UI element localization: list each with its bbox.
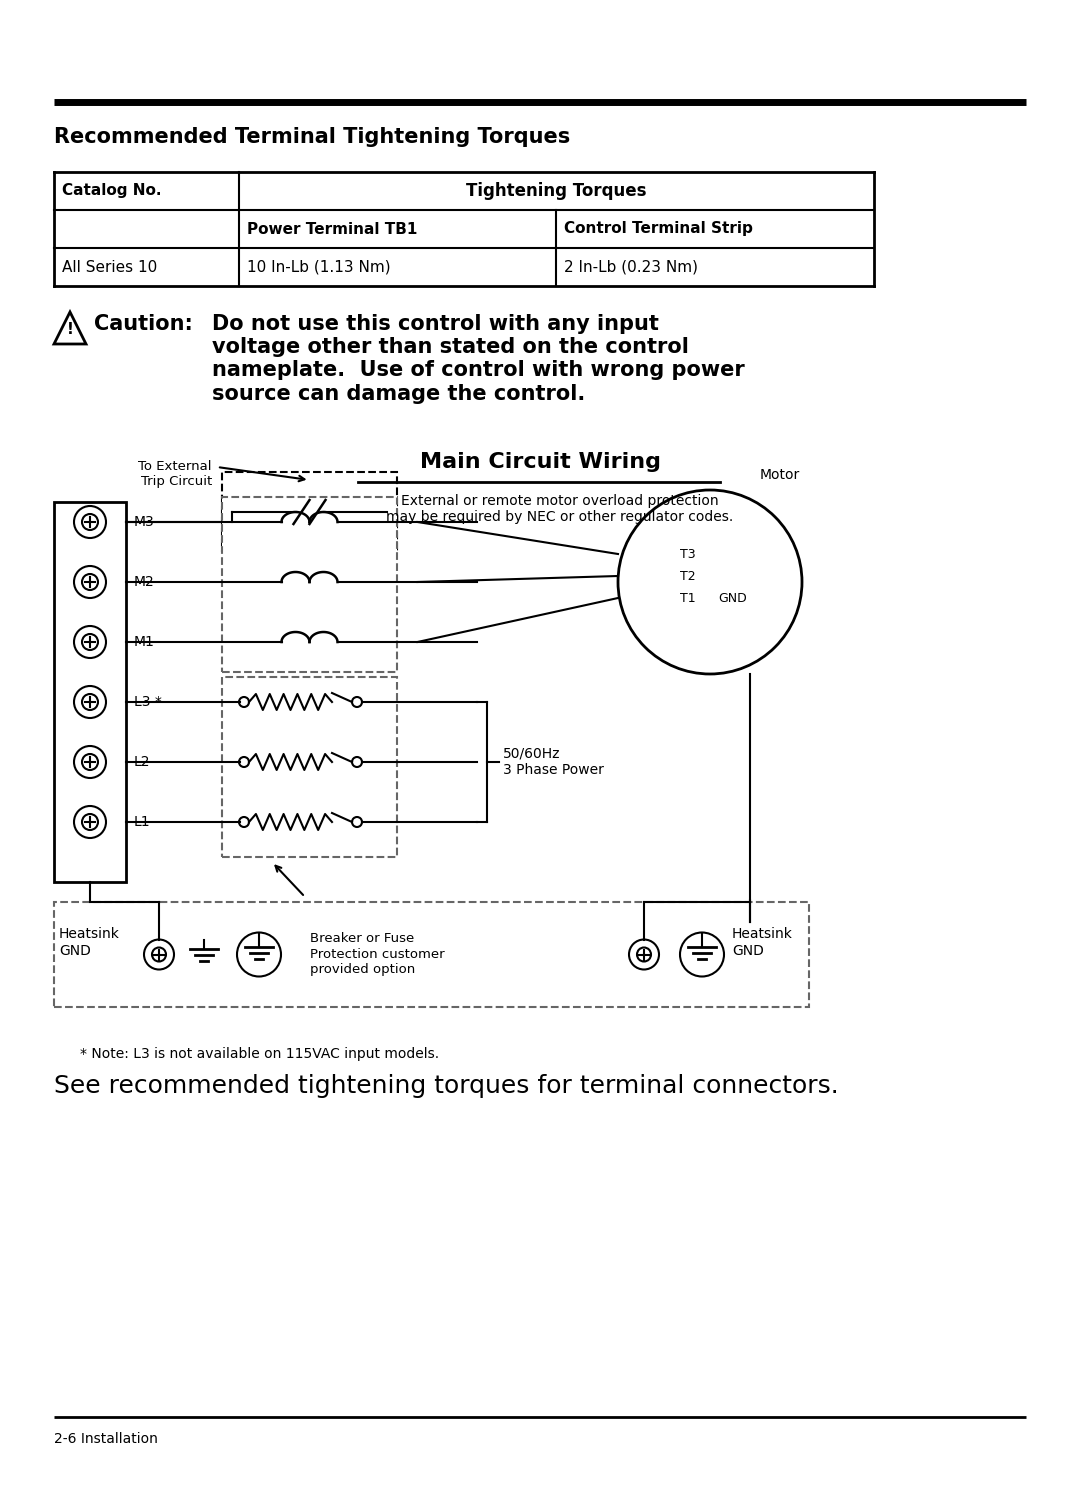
Text: All Series 10: All Series 10 <box>62 260 158 275</box>
Text: L3 *: L3 * <box>134 696 162 709</box>
Circle shape <box>82 813 98 830</box>
Text: T1: T1 <box>680 591 696 605</box>
Text: Breaker or Fuse
Protection customer
provided option: Breaker or Fuse Protection customer prov… <box>310 933 445 975</box>
Bar <box>54 903 809 1007</box>
Text: To External
Trip Circuit: To External Trip Circuit <box>138 460 212 488</box>
Text: T3: T3 <box>680 547 696 561</box>
Text: Do not use this control with any input
voltage other than stated on the control
: Do not use this control with any input v… <box>212 314 745 404</box>
Circle shape <box>75 565 106 599</box>
Circle shape <box>680 933 724 977</box>
Text: GND: GND <box>718 591 746 605</box>
Circle shape <box>75 745 106 779</box>
Circle shape <box>637 948 651 962</box>
Text: Motor: Motor <box>760 469 800 482</box>
Circle shape <box>75 806 106 838</box>
Text: External or remote motor overload protection
may be required by NEC or other reg: External or remote motor overload protec… <box>387 494 733 525</box>
Bar <box>54 502 126 881</box>
Text: M1: M1 <box>134 635 154 649</box>
Circle shape <box>352 697 362 708</box>
Circle shape <box>82 694 98 711</box>
Circle shape <box>82 754 98 770</box>
Text: M2: M2 <box>134 575 154 590</box>
Circle shape <box>618 490 802 674</box>
Circle shape <box>82 575 98 590</box>
Circle shape <box>152 948 166 962</box>
Text: Caution:: Caution: <box>94 314 193 334</box>
Circle shape <box>239 697 249 708</box>
Text: Power Terminal TB1: Power Terminal TB1 <box>247 221 417 236</box>
Circle shape <box>629 939 659 969</box>
Circle shape <box>239 758 249 767</box>
Bar <box>222 677 397 857</box>
Text: T2: T2 <box>680 570 696 582</box>
Text: 50/60Hz
3 Phase Power: 50/60Hz 3 Phase Power <box>503 747 604 777</box>
Text: L1: L1 <box>134 815 150 829</box>
Circle shape <box>75 686 106 718</box>
Text: Heatsink
GND: Heatsink GND <box>59 927 120 957</box>
Text: * Note: L3 is not available on 115VAC input models.: * Note: L3 is not available on 115VAC in… <box>80 1046 440 1061</box>
Text: Recommended Terminal Tightening Torques: Recommended Terminal Tightening Torques <box>54 127 570 147</box>
Text: M3: M3 <box>134 516 154 529</box>
Circle shape <box>75 626 106 658</box>
Text: 10 In-Lb (1.13 Nm): 10 In-Lb (1.13 Nm) <box>247 260 391 275</box>
Circle shape <box>144 939 174 969</box>
Text: Control Terminal Strip: Control Terminal Strip <box>564 221 753 236</box>
Text: Main Circuit Wiring: Main Circuit Wiring <box>419 452 661 472</box>
Text: Tightening Torques: Tightening Torques <box>467 181 647 200</box>
Bar <box>222 472 397 552</box>
Polygon shape <box>54 311 86 345</box>
Bar <box>222 497 397 671</box>
Text: 2-6 Installation: 2-6 Installation <box>54 1432 158 1445</box>
Circle shape <box>352 816 362 827</box>
Circle shape <box>82 634 98 650</box>
Circle shape <box>352 758 362 767</box>
Text: L2: L2 <box>134 754 150 770</box>
Text: Catalog No.: Catalog No. <box>62 183 162 198</box>
Text: See recommended tightening torques for terminal connectors.: See recommended tightening torques for t… <box>54 1074 839 1098</box>
Circle shape <box>237 933 281 977</box>
Text: !: ! <box>67 322 73 337</box>
Text: Heatsink
GND: Heatsink GND <box>732 927 793 957</box>
Circle shape <box>75 507 106 538</box>
Circle shape <box>239 816 249 827</box>
Text: 2 In-Lb (0.23 Nm): 2 In-Lb (0.23 Nm) <box>564 260 698 275</box>
Circle shape <box>82 514 98 531</box>
